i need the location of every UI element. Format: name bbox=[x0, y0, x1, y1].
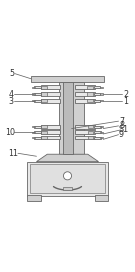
Text: 8: 8 bbox=[119, 121, 124, 130]
Bar bbox=[100, 86, 103, 88]
Bar bbox=[94, 100, 100, 102]
Bar bbox=[75, 131, 94, 134]
Bar bbox=[41, 92, 47, 96]
Bar bbox=[34, 131, 41, 133]
Bar bbox=[41, 136, 47, 139]
Bar bbox=[75, 136, 94, 139]
Bar bbox=[88, 136, 93, 139]
Text: 1: 1 bbox=[123, 97, 128, 106]
Bar bbox=[41, 86, 47, 89]
Bar bbox=[88, 131, 93, 134]
Bar bbox=[100, 132, 103, 133]
Bar bbox=[34, 93, 41, 95]
Bar bbox=[32, 137, 35, 138]
Bar bbox=[94, 86, 100, 88]
Text: 4: 4 bbox=[8, 90, 13, 99]
Polygon shape bbox=[36, 154, 99, 162]
Bar bbox=[30, 164, 105, 193]
Bar bbox=[41, 131, 47, 134]
Circle shape bbox=[63, 172, 72, 180]
Bar bbox=[40, 92, 60, 96]
Bar bbox=[75, 92, 94, 96]
Bar bbox=[75, 125, 94, 129]
Bar bbox=[100, 137, 103, 138]
Bar bbox=[100, 100, 103, 101]
Bar bbox=[34, 137, 41, 139]
Bar bbox=[27, 162, 108, 196]
Bar bbox=[94, 195, 108, 201]
Bar bbox=[27, 195, 40, 201]
Bar bbox=[100, 93, 103, 95]
Bar bbox=[94, 137, 101, 139]
Bar bbox=[88, 125, 93, 128]
Bar bbox=[94, 126, 101, 128]
Bar bbox=[32, 100, 35, 101]
Bar bbox=[32, 132, 35, 133]
Text: 9: 9 bbox=[119, 130, 124, 139]
Bar bbox=[34, 126, 41, 128]
Bar bbox=[75, 85, 94, 89]
Text: 2: 2 bbox=[123, 90, 128, 99]
Bar bbox=[34, 86, 41, 88]
Bar bbox=[94, 93, 100, 95]
Text: 11: 11 bbox=[8, 149, 18, 158]
Text: 10: 10 bbox=[5, 128, 15, 137]
Text: S1: S1 bbox=[119, 125, 129, 134]
Bar bbox=[40, 131, 60, 134]
Bar bbox=[32, 86, 35, 88]
Bar bbox=[87, 99, 93, 102]
Bar bbox=[32, 126, 35, 128]
Bar bbox=[40, 125, 60, 129]
Bar bbox=[87, 86, 93, 89]
Bar bbox=[100, 126, 103, 128]
Bar bbox=[41, 99, 47, 102]
Bar bbox=[63, 187, 72, 190]
Bar bbox=[87, 92, 93, 96]
Bar bbox=[32, 93, 35, 95]
Bar bbox=[41, 125, 47, 128]
Bar bbox=[63, 82, 73, 154]
Bar bbox=[75, 99, 94, 103]
Bar bbox=[94, 131, 101, 133]
Bar bbox=[40, 136, 60, 139]
Bar bbox=[34, 100, 41, 102]
Bar bbox=[31, 76, 104, 82]
Text: 5: 5 bbox=[9, 69, 14, 78]
Bar bbox=[40, 99, 60, 103]
Bar bbox=[59, 82, 84, 154]
Text: 7: 7 bbox=[119, 117, 124, 126]
Bar bbox=[40, 85, 60, 89]
Text: 3: 3 bbox=[8, 97, 13, 106]
